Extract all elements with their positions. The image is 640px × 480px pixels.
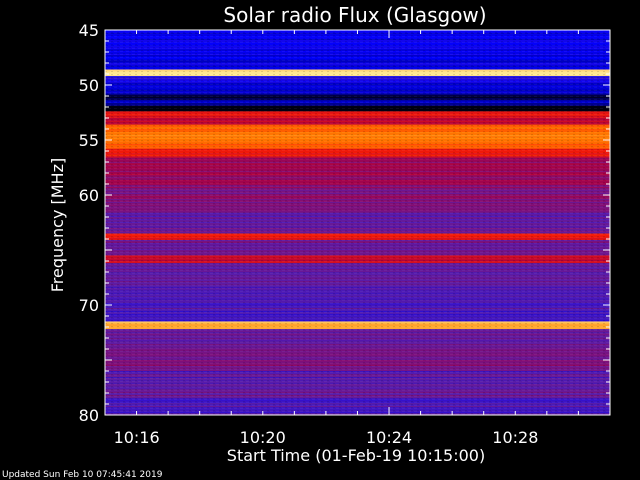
y-tick-label: 55	[79, 131, 99, 150]
x-axis-label: Start Time (01-Feb-19 10:15:00)	[227, 446, 485, 465]
y-tick-label: 70	[79, 296, 99, 315]
heatmap-texture	[105, 30, 610, 415]
y-tick-label: 60	[79, 186, 99, 205]
x-axis: 10:16 10:20 10:24 10:28	[104, 30, 611, 447]
x-tick-label: 10:20	[240, 428, 286, 447]
y-tick-label: 50	[79, 76, 99, 95]
y-tick-label: 80	[79, 406, 99, 425]
updated-timestamp: Updated Sun Feb 10 07:45:41 2019	[2, 470, 163, 480]
y-tick-label: 45	[79, 21, 99, 40]
x-tick-label: 10:28	[492, 428, 538, 447]
x-tick-label: 10:16	[114, 428, 160, 447]
y-axis-label: Frequency [MHz]	[48, 158, 67, 292]
chart-title: Solar radio Flux (Glasgow)	[223, 3, 486, 27]
x-tick-label: 10:24	[366, 428, 412, 447]
y-axis: 45 50 55 60 70 80	[79, 21, 610, 425]
